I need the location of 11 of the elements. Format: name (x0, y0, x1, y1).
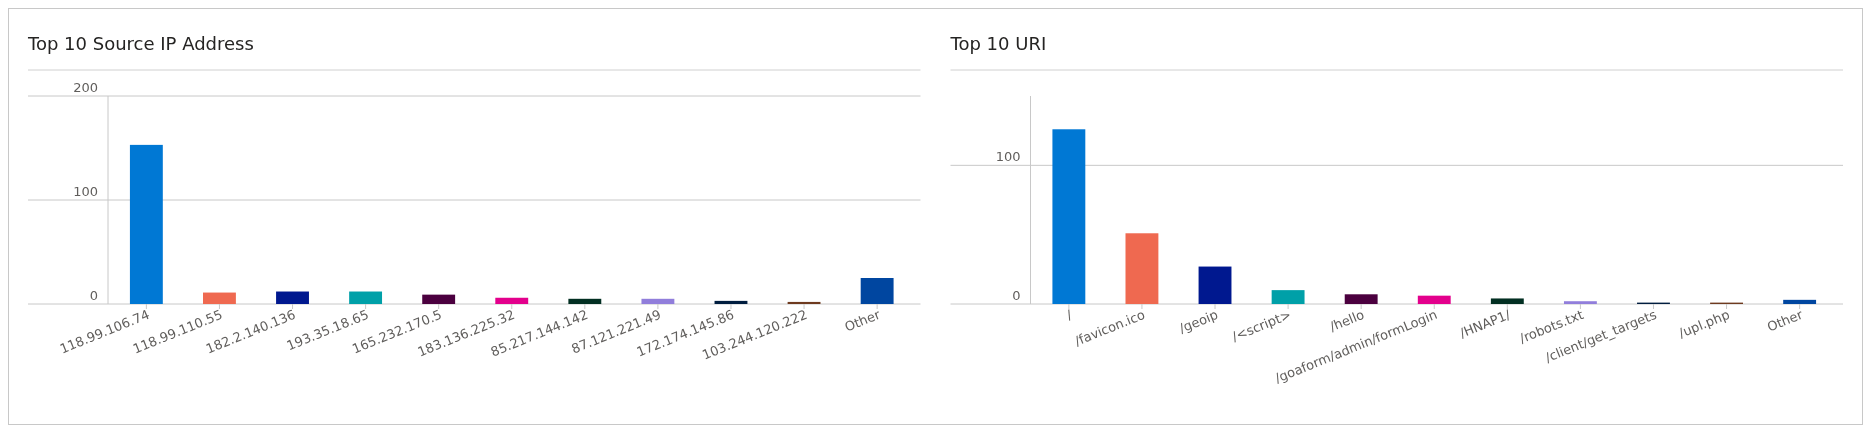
y-tick-label: 0 (89, 288, 98, 303)
x-tick-label: /geoip (1177, 306, 1221, 336)
y-tick-label: 100 (73, 184, 98, 199)
y-tick-label: 0 (1012, 288, 1021, 303)
y-tick-label: 100 (995, 149, 1021, 165)
x-tick-label: Other (842, 306, 883, 335)
x-tick-label: Other (1764, 306, 1806, 335)
chart-title: Top 10 Source IP Address (27, 33, 254, 54)
y-tick-label: 200 (73, 80, 98, 95)
chart-title: Top 10 URI (949, 33, 1047, 54)
x-tick-label: / (1064, 306, 1075, 323)
